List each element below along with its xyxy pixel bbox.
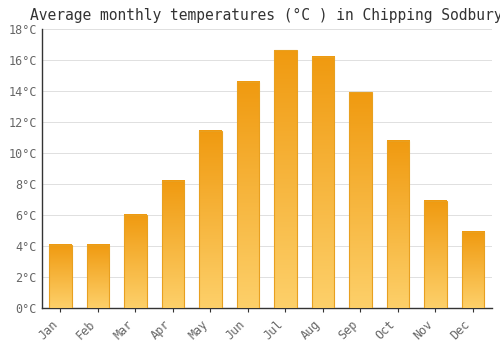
Bar bbox=[462, 232, 484, 308]
Bar bbox=[274, 50, 296, 308]
Bar bbox=[199, 131, 222, 308]
Bar bbox=[162, 181, 184, 308]
Bar bbox=[124, 215, 146, 308]
Bar bbox=[386, 141, 409, 308]
Bar bbox=[349, 92, 372, 308]
Bar bbox=[312, 57, 334, 308]
Bar bbox=[49, 245, 72, 308]
Bar bbox=[86, 245, 109, 308]
Bar bbox=[424, 201, 446, 308]
Title: Average monthly temperatures (°C ) in Chipping Sodbury: Average monthly temperatures (°C ) in Ch… bbox=[30, 8, 500, 23]
Bar bbox=[236, 82, 259, 308]
